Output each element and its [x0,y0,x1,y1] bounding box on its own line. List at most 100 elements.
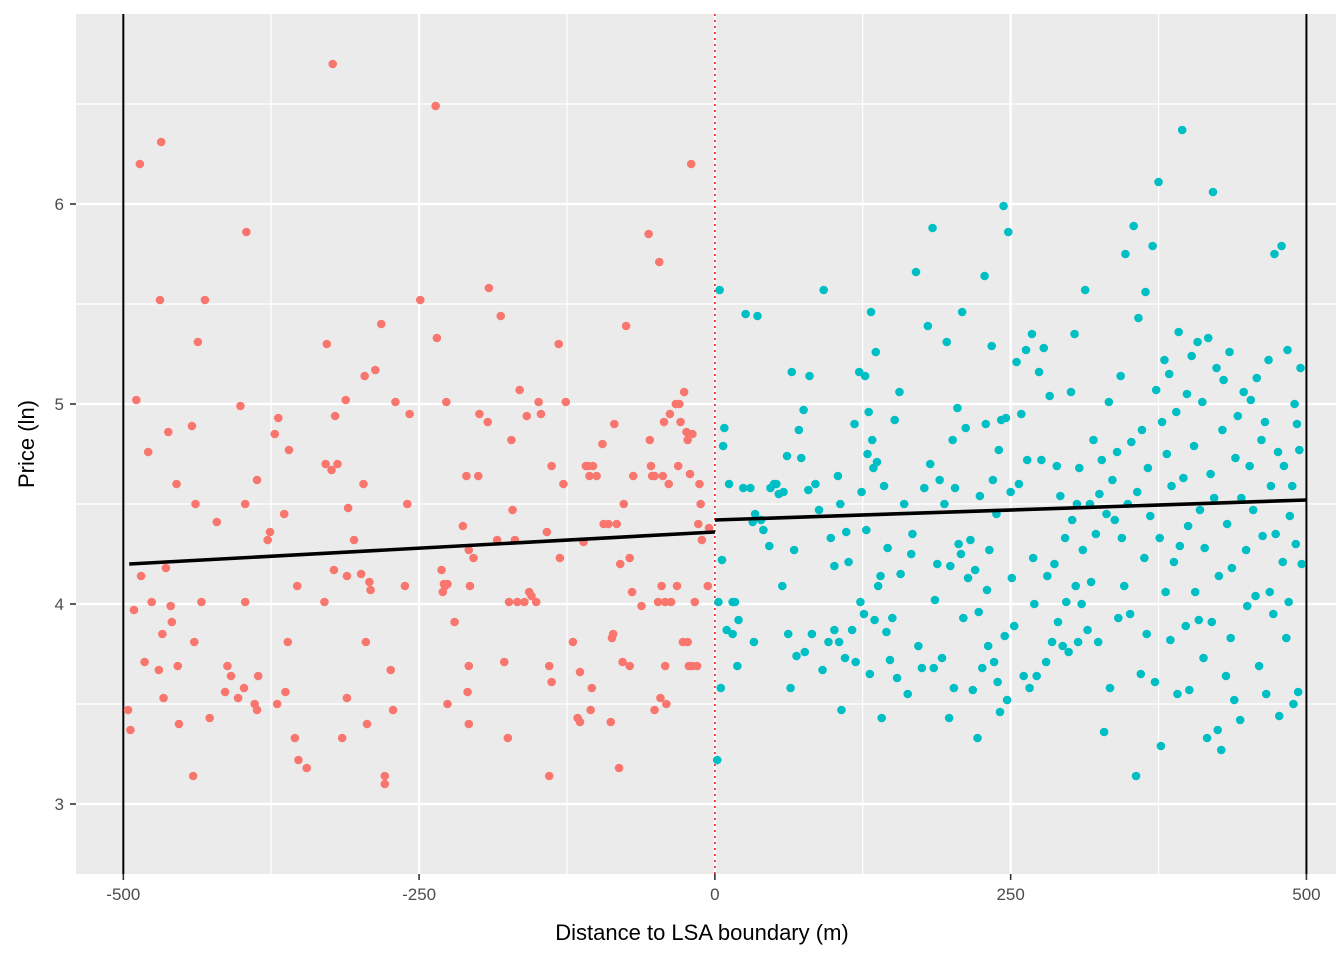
right-data-point [896,569,905,579]
right-data-point [1002,695,1012,705]
right-data-point [826,533,836,543]
left-data-point [547,677,556,687]
left-data-point [302,763,312,773]
right-data-point [741,309,750,319]
left-data-point [191,499,200,509]
y-tick-label: 4 [55,595,64,614]
right-data-point [807,629,817,639]
left-data-point [660,597,670,607]
right-data-point [1045,391,1054,401]
left-data-point [442,397,451,407]
right-data-point [1171,407,1181,417]
left-data-point [604,519,613,529]
right-data-point [930,595,940,605]
left-data-point [544,661,554,671]
right-data-point [1077,599,1086,609]
left-data-point [380,779,390,789]
right-data-point [1047,637,1057,647]
left-data-point [504,597,514,607]
right-data-point [1270,249,1279,259]
left-data-point [240,499,250,509]
right-data-point [840,653,850,663]
left-data-point [575,717,585,727]
right-data-point [1175,541,1185,551]
right-data-point [856,597,865,607]
right-data-point [1007,573,1017,583]
left-data-point [554,339,564,349]
right-data-point [1137,425,1147,435]
right-data-point [778,581,787,591]
right-data-point [1181,621,1191,631]
left-data-point [135,159,145,169]
fit-lines [129,498,1307,566]
left-data-point [483,417,493,427]
left-data-point [356,569,366,579]
left-data-point [612,519,621,529]
right-data-point [988,475,998,485]
right-data-point [1206,469,1215,479]
left-data-point [704,523,714,533]
left-data-point [197,597,206,607]
right-data-point [799,405,808,415]
right-data-point [1166,635,1175,645]
left-data-point [696,499,705,509]
left-data-point [656,693,665,703]
right-data-point [1086,577,1096,587]
left-data-point [464,545,474,555]
right-data-point [932,559,942,569]
right-data-point [1241,545,1251,555]
left-data-point [512,597,522,607]
right-data-point [1199,653,1208,663]
right-data-point [782,451,792,461]
right-data-point [1009,621,1019,631]
left-data-point [361,637,371,647]
right-data-point [1258,531,1267,541]
left-data-point [362,719,372,729]
right-data-point [1066,387,1076,397]
left-data-point [376,319,386,329]
right-data-point [977,663,987,673]
left-data-point [132,395,141,405]
left-data-point [333,459,342,469]
axis-ticks: -500 -250 0 250 500 3 4 5 6 [55,195,1321,904]
left-data-point [508,505,517,515]
right-data-point [935,475,944,485]
right-data-point [1257,435,1266,445]
left-data-point [281,687,290,697]
right-data-point [1070,329,1079,339]
left-data-point [272,699,282,709]
right-data-point [1203,333,1213,343]
right-data-point [1209,493,1219,503]
right-data-point [961,423,970,433]
right-data-point [1037,455,1046,465]
left-data-point [665,409,675,419]
right-data-point [970,565,980,575]
right-data-point [1022,455,1032,465]
right-data-point [944,713,954,723]
left-data-point [147,597,157,607]
right-data-point [911,267,921,277]
left-data-point [692,661,702,671]
right-data-point [1148,241,1157,251]
right-data-point [1003,227,1013,237]
left-data-point [253,671,263,681]
right-data-point [1169,557,1179,567]
left-data-point [140,657,149,667]
right-data-point [1173,689,1182,699]
right-data-point [1246,395,1256,405]
left-data-point [610,419,619,429]
right-data-point [844,557,853,567]
left-data-point [279,509,289,519]
left-data-point [172,479,181,489]
left-data-point [371,365,380,375]
left-data-point [443,579,452,589]
left-data-point [342,693,352,703]
right-data-point [1034,367,1044,377]
right-data-point [995,707,1005,717]
right-data-point [833,471,843,481]
left-data-point [462,471,471,481]
right-data-point [1248,505,1258,515]
right-data-point [1229,695,1239,705]
